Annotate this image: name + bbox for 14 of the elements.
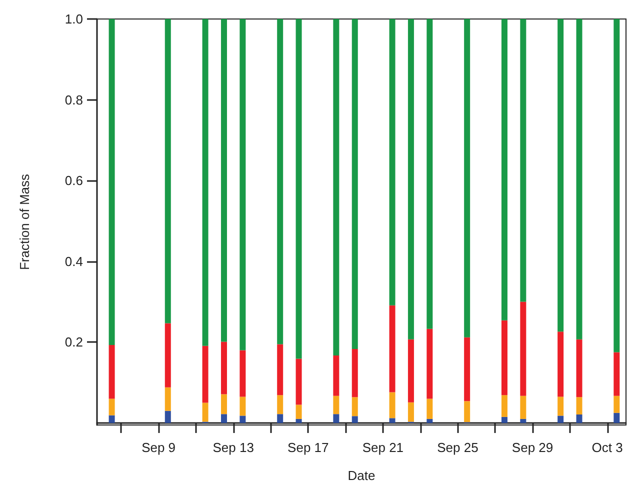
x-tick-label: Sep 17 bbox=[288, 440, 329, 455]
x-tick-label: Sep 25 bbox=[437, 440, 478, 455]
y-tick-label: 0.4 bbox=[64, 254, 83, 269]
y-tick-label: 0.8 bbox=[64, 92, 83, 108]
x-axis-title: Date bbox=[348, 468, 376, 483]
y-axis-title: Fraction of Mass bbox=[17, 173, 32, 270]
x-tick-label: Sep 21 bbox=[362, 440, 404, 455]
x-tick-label: Sep 13 bbox=[212, 440, 254, 455]
y-tick-label: 1.0 bbox=[64, 12, 83, 26]
x-tick-label: Oct 3 bbox=[592, 440, 623, 455]
y-tick-label: 0.6 bbox=[64, 173, 83, 188]
x-tick-label: Sep 9 bbox=[142, 440, 176, 455]
y-tick-label: 0.2 bbox=[64, 334, 83, 350]
x-tick-label: Sep 29 bbox=[512, 440, 554, 455]
